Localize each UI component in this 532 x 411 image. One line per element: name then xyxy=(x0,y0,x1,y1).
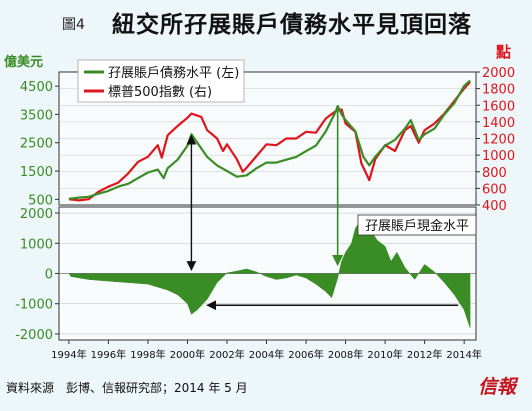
right-axis-tick-label: 2000 xyxy=(482,66,515,81)
figure-label: 圖4 xyxy=(62,17,85,33)
left-axis-tick-label: 1500 xyxy=(20,165,53,180)
x-axis-tick-label: 2008年 xyxy=(328,348,363,361)
publisher-logo: 信報 xyxy=(478,376,517,398)
left-axis-tick-label: 2500 xyxy=(20,137,53,152)
right-axis-tick-label: 400 xyxy=(482,199,507,214)
legend-label-sp500: 標普500指數 (右) xyxy=(108,85,212,100)
bottom-axis-tick-label: 1000 xyxy=(20,237,53,252)
margin-debt-line xyxy=(68,79,471,200)
x-axis-tick-label: 2010年 xyxy=(367,348,402,361)
cash-panel-title-box xyxy=(357,214,477,236)
legend-box xyxy=(77,59,245,103)
x-axis-tick-label: 2002年 xyxy=(209,348,244,361)
right-axis-tick-label: 1200 xyxy=(482,133,515,148)
left-axis-tick-label: 3500 xyxy=(20,108,53,123)
bottom-axis-tick-label: -2000 xyxy=(15,328,53,343)
right-axis-tick-label: 1400 xyxy=(482,116,515,131)
right-axis-tick-label: 1000 xyxy=(482,149,515,164)
left-axis-unit: 億美元 xyxy=(4,54,43,70)
x-axis-tick-label: 2000年 xyxy=(170,348,205,361)
chart-title: 紐交所孖展賬戶債務水平見頂回落 xyxy=(112,12,472,38)
x-axis-tick-label: 2014年 xyxy=(446,348,481,361)
right-axis-unit: 點 xyxy=(496,43,511,61)
bottom-axis-tick-label: 2000 xyxy=(20,207,53,222)
bottom-axis-tick-label: 0 xyxy=(45,268,53,283)
right-axis-tick-label: 1800 xyxy=(482,83,515,98)
x-axis-tick-label: 1998年 xyxy=(130,348,165,361)
legend-label-margin-debt: 孖展賬戶債務水平 (左) xyxy=(108,66,239,81)
x-axis-tick-label: 2012年 xyxy=(407,348,442,361)
x-axis-tick-label: 1996年 xyxy=(91,348,126,361)
right-axis-tick-label: 800 xyxy=(482,166,507,181)
left-axis-tick-label: 500 xyxy=(28,193,53,208)
right-axis-tick-label: 1600 xyxy=(482,99,515,114)
left-axis-tick-label: 4500 xyxy=(20,80,53,95)
x-axis-tick-label: 1994年 xyxy=(51,348,86,361)
bottom-axis-tick-label: -1000 xyxy=(15,298,53,313)
x-axis-tick-label: 2006年 xyxy=(288,348,323,361)
source-footer: 資料來源 彭博、信報研究部；2014 年 5 月 xyxy=(6,381,248,395)
x-axis-tick-label: 2004年 xyxy=(249,348,284,361)
cash-panel-title: 孖展賬戶現金水平 xyxy=(365,218,469,234)
right-axis-tick-label: 600 xyxy=(482,182,507,197)
